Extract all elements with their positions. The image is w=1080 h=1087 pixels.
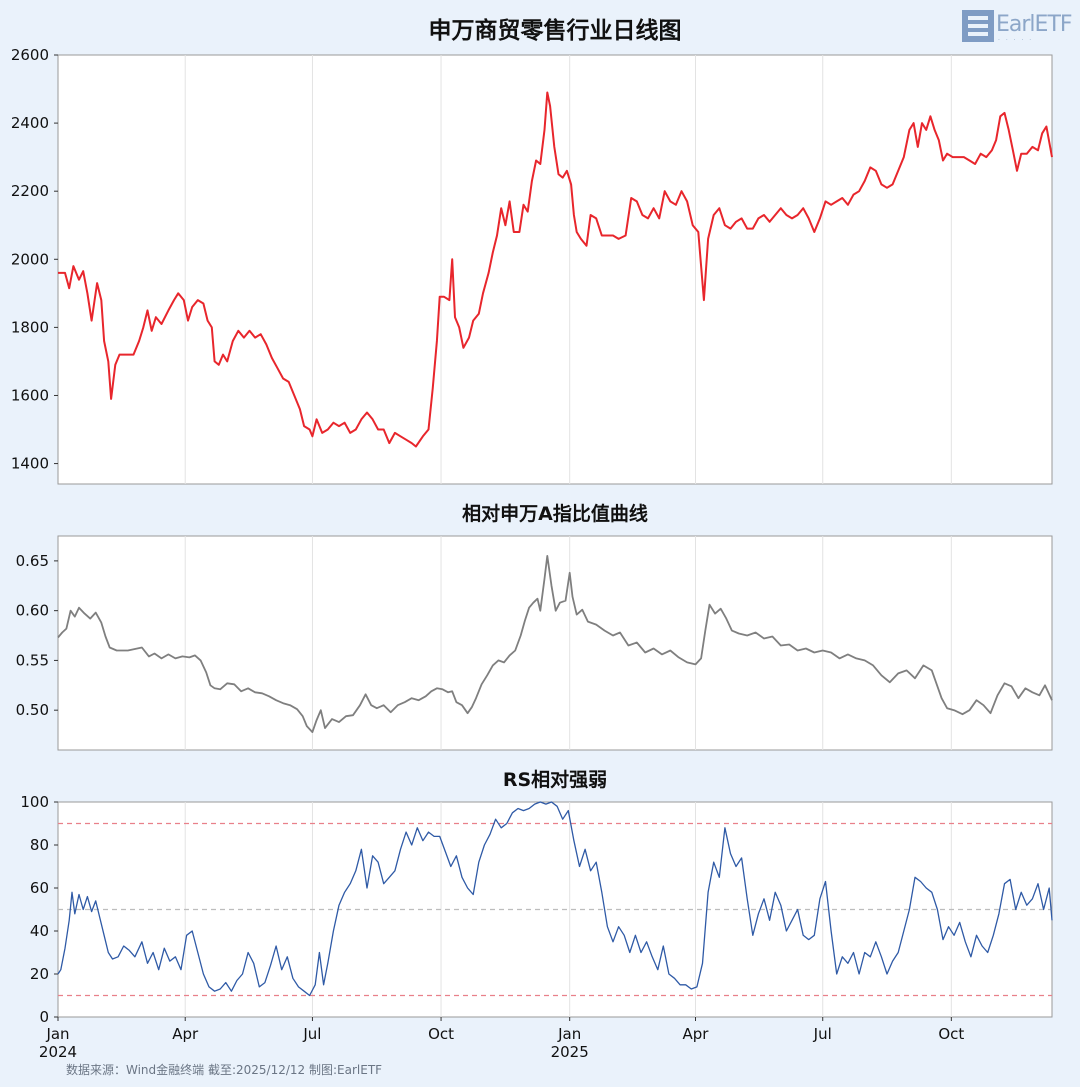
logo-name: EarlETF [996,12,1073,37]
x-tick-label: Jan [45,1025,69,1043]
y-tick-label: 1600 [11,386,49,404]
x-tick-label: Apr [683,1025,710,1043]
y-tick-label: 0.55 [16,651,49,669]
x-tick-label: Apr [172,1025,199,1043]
logo-subtitle: · · · · · [998,37,1034,44]
source-note: 数据来源：Wind金融终端 截至:2025/12/12 制图:EarlETF [66,1063,383,1077]
x-tick-label: Oct [428,1025,454,1043]
x-tick-label: Oct [938,1025,964,1043]
x-tick-year-label: 2025 [551,1043,589,1061]
y-tick-label: 0.65 [16,552,49,570]
plot-area-2 [57,535,1053,751]
y-tick-label: 80 [30,836,49,854]
y-tick-label: 20 [30,965,49,983]
series-line-3 [57,801,1053,997]
chart-title-1: 申万商贸零售行业日线图 [429,17,682,44]
y-tick-label: 2000 [11,250,49,268]
plot-area-1 [57,54,1053,485]
y-tick-label: 60 [30,879,49,897]
x-tick-label: Jul [302,1025,321,1043]
y-tick-label: 40 [30,922,49,940]
y-tick-label: 0.60 [16,602,49,620]
y-tick-label: 1800 [11,318,49,336]
logo-mark-icon [962,10,994,42]
x-tick-label: Jul [813,1025,832,1043]
series-line-2 [57,555,1053,733]
series-line-1 [58,91,1053,448]
y-tick-label: 100 [20,793,49,811]
chart-title-3: RS相对强弱 [503,768,607,791]
x-tick-year-label: 2024 [39,1043,77,1061]
y-tick-label: 2600 [11,46,49,64]
chart-title-2: 相对申万A指比值曲线 [462,502,648,525]
earletf-logo: EarlETF · · · · · [962,10,1078,44]
y-tick-label: 0.50 [16,701,49,719]
y-tick-label: 1400 [11,455,49,473]
y-tick-label: 0 [39,1008,49,1026]
y-tick-label: 2200 [11,182,49,200]
y-tick-label: 2400 [11,114,49,132]
x-tick-label: Jan [557,1025,581,1043]
